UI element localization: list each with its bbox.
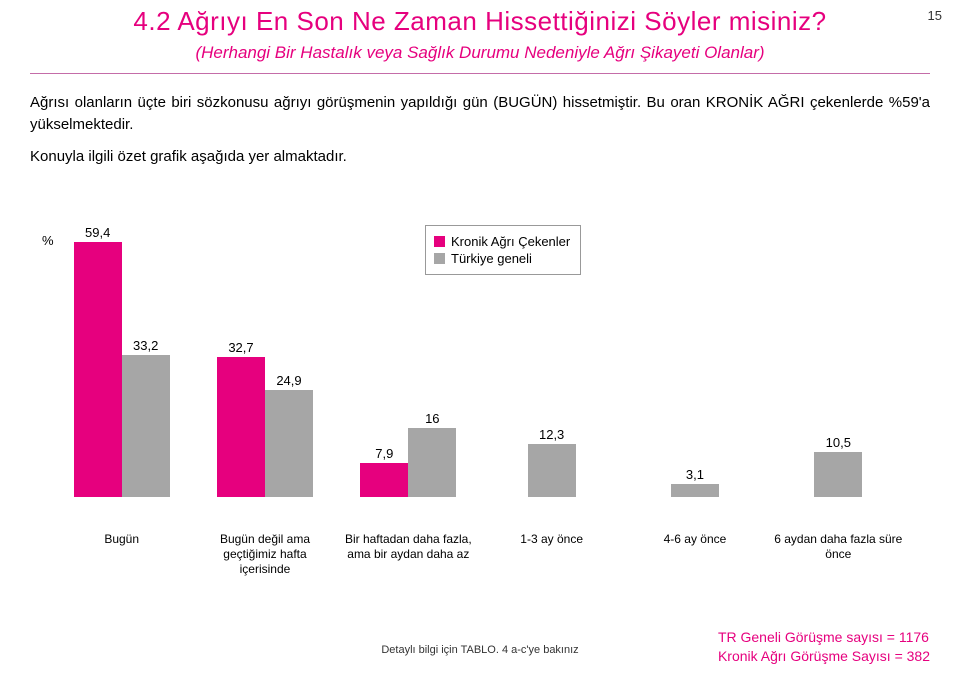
bar-rect <box>408 428 456 497</box>
bar-turkiye: 3,1 <box>671 467 719 497</box>
x-label: Bugün değil ama geçtiğimiz hafta içerisi… <box>193 526 336 577</box>
bar-rect <box>217 357 265 498</box>
bar-value-label: 33,2 <box>133 338 158 353</box>
footnote-line: Kronik Ağrı Görüşme Sayısı = 382 <box>718 647 930 666</box>
bar-group: 12,3 <box>480 427 623 497</box>
x-label: 1-3 ay önce <box>480 526 623 577</box>
x-label: Bugün <box>50 526 193 577</box>
bar-rect <box>360 463 408 497</box>
page-subtitle: (Herhangi Bir Hastalık veya Sağlık Durum… <box>0 43 960 63</box>
bar-value-label: 12,3 <box>539 427 564 442</box>
bars-area: 59,4 33,2 32,7 24,9 7,9 16 12,3 3,1 10,5 <box>50 207 910 497</box>
bar-value-label: 32,7 <box>228 340 253 355</box>
bar-group: 3,1 <box>623 467 766 497</box>
bar-rect <box>814 452 862 497</box>
bar-value-label: 59,4 <box>85 225 110 240</box>
bar-rect <box>265 390 313 497</box>
bar-value-label: 7,9 <box>375 446 393 461</box>
bar-rect <box>671 484 719 497</box>
bar-rect <box>74 242 122 497</box>
footnote-line: TR Geneli Görüşme sayısı = 1176 <box>718 628 930 647</box>
bar-turkiye: 12,3 <box>528 427 576 497</box>
chart-container: % Kronik Ağrı Çekenler Türkiye geneli 59… <box>30 197 930 577</box>
bar-turkiye: 16 <box>408 411 456 497</box>
body-paragraph: Ağrısı olanların üçte biri sözkonusu ağr… <box>30 92 930 167</box>
x-label: 4-6 ay önce <box>623 526 766 577</box>
bar-value-label: 16 <box>425 411 439 426</box>
bar-turkiye: 33,2 <box>122 338 170 498</box>
bar-kronik: 32,7 <box>217 340 265 498</box>
bar-kronik: 59,4 <box>74 225 122 497</box>
bar-kronik: 7,9 <box>360 446 408 497</box>
title-divider <box>30 73 930 74</box>
x-label: Bir haftadan daha fazla, ama bir aydan d… <box>337 526 480 577</box>
bar-turkiye: 10,5 <box>814 435 862 497</box>
page-number: 15 <box>928 8 942 23</box>
bar-value-label: 3,1 <box>686 467 704 482</box>
bar-group: 10,5 <box>767 435 910 497</box>
footnote-right: TR Geneli Görüşme sayısı = 1176 Kronik A… <box>718 628 930 666</box>
bar-group: 32,7 24,9 <box>193 340 336 498</box>
bar-group: 59,4 33,2 <box>50 225 193 497</box>
bar-rect <box>122 355 170 498</box>
bar-rect <box>528 444 576 497</box>
bar-turkiye: 24,9 <box>265 373 313 497</box>
page-title: 4.2 Ağrıyı En Son Ne Zaman Hissettiğiniz… <box>0 0 960 37</box>
x-label: 6 aydan daha fazla süre önce <box>767 526 910 577</box>
bar-value-label: 10,5 <box>826 435 851 450</box>
bar-group: 7,9 16 <box>337 411 480 497</box>
bar-value-label: 24,9 <box>276 373 301 388</box>
x-axis-labels: BugünBugün değil ama geçtiğimiz hafta iç… <box>50 526 910 577</box>
